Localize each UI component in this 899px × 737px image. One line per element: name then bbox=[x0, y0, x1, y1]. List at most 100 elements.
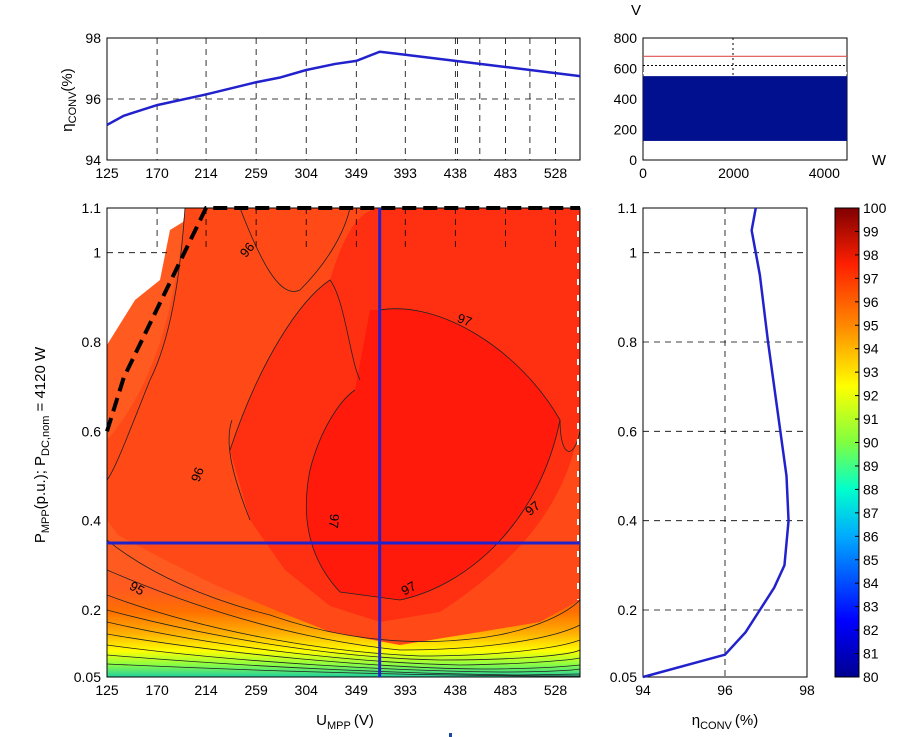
colorbar-tick-label: 93 bbox=[863, 364, 879, 380]
voltage-y-tick-label: 200 bbox=[614, 122, 638, 138]
contour-x-tick-label: 483 bbox=[494, 682, 518, 698]
top-x-tick-label: 125 bbox=[95, 165, 119, 181]
top-x-tick-label: 170 bbox=[145, 165, 169, 181]
right-y-tick-label: 0.6 bbox=[618, 423, 638, 439]
voltage-fill-area bbox=[643, 76, 847, 141]
voltage-x-ticks: 0 2000 4000 bbox=[639, 165, 840, 181]
top-x-tick-label: 349 bbox=[345, 165, 369, 181]
contour-level-label: 97 bbox=[326, 513, 342, 529]
colorbar-tick-label: 97 bbox=[863, 270, 879, 286]
slide-marker bbox=[449, 733, 452, 737]
contour-x-tick-label: 438 bbox=[444, 682, 468, 698]
contour-level-label: 97 bbox=[399, 578, 419, 598]
voltage-x-unit: W bbox=[872, 152, 887, 169]
colorbar-tick-label: 98 bbox=[863, 247, 879, 263]
colorbar-tick-label: 80 bbox=[863, 669, 879, 685]
top-efficiency-plot: 125 170 214 259 304 349 393 438 483 528 94 96 98 ηC… bbox=[59, 30, 581, 181]
contour-x-tick-label: 170 bbox=[145, 682, 169, 698]
colorbar-tick-label: 95 bbox=[863, 317, 879, 333]
voltage-y-tick-label: 0 bbox=[629, 152, 637, 168]
colorbar-tick-label: 81 bbox=[863, 646, 879, 662]
contour-x-tick-label: 304 bbox=[295, 682, 319, 698]
right-plot-x-ticks: 94 96 98 bbox=[635, 682, 815, 698]
contour-x-tick-label: 393 bbox=[394, 682, 418, 698]
colorbar-tick-label: 89 bbox=[863, 458, 879, 474]
top-plot-ylabel: ηCONV(%) bbox=[59, 68, 79, 131]
top-plot-x-ticks: 125 170 214 259 304 349 393 438 483 528 bbox=[95, 165, 567, 181]
right-efficiency-plot: 94 96 98 0.05 0.2 0.4 0.6 0.8 1 1.1 ηCONV (%) bbox=[610, 200, 815, 732]
colorbar-tick-label: 85 bbox=[863, 552, 879, 568]
colorbar-ticks: 80 81 82 83 84 85 86 87 88 89 90 91 92 93 94 95 96 97 98 99… bbox=[855, 200, 887, 685]
top-plot-y-ticks: 94 96 98 bbox=[85, 30, 101, 168]
colorbar-tick-label: 90 bbox=[863, 435, 879, 451]
top-x-tick-label: 304 bbox=[295, 165, 319, 181]
contour-x-tick-label: 349 bbox=[345, 682, 369, 698]
contour-x-ticks: 125 170 214 259 304 349 393 438 483 528 bbox=[95, 682, 567, 698]
colorbar-tick-label: 86 bbox=[863, 528, 879, 544]
voltage-y-tick-label: 600 bbox=[614, 61, 638, 77]
colorbar-tick-label: 88 bbox=[863, 481, 879, 497]
contour-y-tick-label: 0.8 bbox=[82, 334, 102, 350]
right-y-tick-label: 1 bbox=[629, 245, 637, 261]
right-y-tick-label: 0.2 bbox=[618, 602, 638, 618]
colorbar-tick-label: 84 bbox=[863, 575, 879, 591]
colorbar-tick-label: 100 bbox=[863, 200, 887, 216]
right-y-tick-label: 0.4 bbox=[618, 513, 638, 529]
right-efficiency-line bbox=[642, 207, 790, 679]
contour-x-tick-label: 528 bbox=[544, 682, 568, 698]
top-x-tick-label: 528 bbox=[544, 165, 568, 181]
contour-y-tick-label: 1.1 bbox=[82, 200, 102, 216]
top-x-tick-label: 393 bbox=[394, 165, 418, 181]
contour-x-tick-label: 125 bbox=[95, 682, 119, 698]
voltage-x-tick-label: 4000 bbox=[809, 165, 840, 181]
contour-y-tick-label: 0.05 bbox=[74, 669, 101, 685]
colorbar-tick-label: 82 bbox=[863, 622, 879, 638]
contour-ylabel: PMPP(p.u.); PDC,nom = 4120 W bbox=[32, 346, 52, 543]
colorbar-tick-label: 96 bbox=[863, 294, 879, 310]
colorbar-tick-label: 83 bbox=[863, 599, 879, 615]
top-y-tick-label: 94 bbox=[85, 152, 101, 168]
colorbar-tick-label: 87 bbox=[863, 505, 879, 521]
voltage-y-tick-label: 800 bbox=[614, 30, 638, 46]
contour-x-tick-label: 259 bbox=[244, 682, 268, 698]
contour-y-tick-label: 0.2 bbox=[82, 602, 102, 618]
contour-xlabel: UMPP (V) bbox=[316, 712, 374, 732]
contour-y-tick-label: 0.4 bbox=[82, 513, 102, 529]
right-x-tick-label: 98 bbox=[799, 682, 815, 698]
top-y-tick-label: 98 bbox=[85, 30, 101, 46]
contour-y-tick-label: 0.6 bbox=[82, 423, 102, 439]
contour-y-tick-label: 1 bbox=[93, 245, 101, 261]
top-x-tick-label: 214 bbox=[194, 165, 218, 181]
top-x-tick-label: 438 bbox=[444, 165, 468, 181]
voltage-y-ticks: 0 200 400 600 800 bbox=[614, 30, 638, 168]
contour-y-ticks: 0.05 0.2 0.4 0.6 0.8 1 1.1 bbox=[74, 200, 101, 685]
right-x-tick-label: 96 bbox=[717, 682, 733, 698]
voltage-y-tick-label: 400 bbox=[614, 91, 638, 107]
top-x-tick-label: 483 bbox=[494, 165, 518, 181]
contour-fill bbox=[107, 208, 580, 677]
right-y-tick-label: 1.1 bbox=[618, 200, 638, 216]
voltage-window-plot: 0 2000 4000 0 200 400 600 800 V W bbox=[614, 2, 887, 181]
contour-level-label: 97 bbox=[455, 310, 474, 329]
voltage-y-unit: V bbox=[631, 2, 641, 19]
operating-boundary-line bbox=[105, 206, 580, 432]
top-y-tick-label: 96 bbox=[85, 91, 101, 107]
right-y-tick-label: 0.8 bbox=[618, 334, 638, 350]
contour-level-label: 95 bbox=[127, 578, 147, 598]
right-plot-xlabel: ηCONV (%) bbox=[692, 712, 758, 732]
contour-level-label: 96 bbox=[188, 465, 207, 484]
right-y-tick-label: 0.05 bbox=[610, 669, 637, 685]
colorbar: 80 81 82 83 84 85 86 87 88 89 90 91 92 93 94 95 96 97 98 99… bbox=[834, 200, 887, 685]
contour-x-tick-label: 214 bbox=[194, 682, 218, 698]
voltage-x-tick-label: 2000 bbox=[718, 165, 749, 181]
top-x-tick-label: 259 bbox=[244, 165, 268, 181]
top-efficiency-line bbox=[106, 50, 581, 127]
colorbar-tick-label: 92 bbox=[863, 388, 879, 404]
voltage-x-tick-label: 0 bbox=[639, 165, 647, 181]
right-plot-y-ticks: 0.05 0.2 0.4 0.6 0.8 1 1.1 bbox=[610, 200, 637, 685]
colorbar-tick-label: 91 bbox=[863, 411, 879, 427]
right-x-tick-label: 94 bbox=[635, 682, 651, 698]
